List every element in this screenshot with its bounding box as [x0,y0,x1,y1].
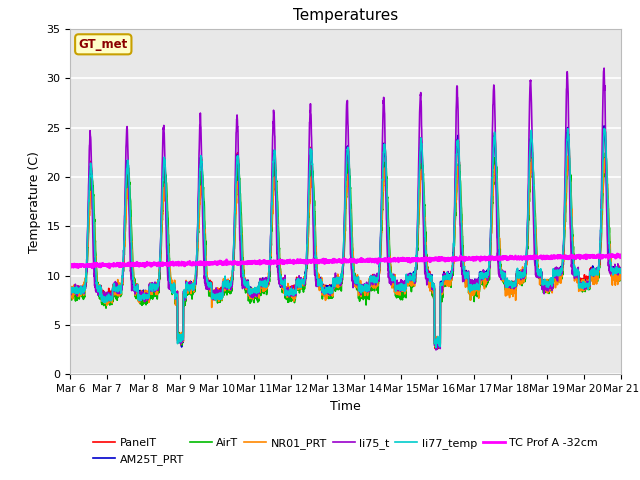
TC Prof A -32cm [162,261,170,266]
NR01_PRT [129,265,137,271]
li77_temp [278,279,285,285]
Legend: PanelT, AM25T_PRT, AirT, NR01_PRT, li75_t, li77_temp, TC Prof A -32cm: PanelT, AM25T_PRT, AirT, NR01_PRT, li75_… [89,433,602,469]
TC Prof A -32cm [301,258,309,264]
AM25T_PRT [600,123,608,129]
NR01_PRT [278,279,285,285]
PanelT [607,263,614,268]
li75_t [432,347,440,353]
AM25T_PRT [178,344,186,350]
TC Prof A -32cm [67,263,74,268]
li75_t [617,268,625,274]
X-axis label: Time: Time [330,400,361,413]
li77_temp [547,279,555,285]
AirT [435,345,443,351]
PanelT [129,280,137,286]
AirT [278,277,285,283]
NR01_PRT [67,285,74,291]
TC Prof A -32cm [614,251,621,257]
PanelT [67,287,74,292]
Line: PanelT: PanelT [70,128,621,349]
li75_t [600,65,608,71]
NR01_PRT [547,284,555,289]
li75_t [278,278,285,284]
TC Prof A -32cm [88,265,96,271]
PanelT [301,276,309,281]
li77_temp [129,275,137,281]
AirT [602,150,609,156]
li77_temp [301,275,309,281]
AirT [162,176,170,181]
NR01_PRT [435,344,442,350]
Line: AirT: AirT [70,153,621,348]
PanelT [434,346,442,352]
AM25T_PRT [278,278,285,284]
li77_temp [67,288,74,294]
NR01_PRT [607,253,614,259]
li75_t [547,281,555,287]
AM25T_PRT [67,291,74,297]
li77_temp [617,266,625,272]
AM25T_PRT [607,266,614,272]
li77_temp [600,126,608,132]
TC Prof A -32cm [547,256,555,262]
AirT [301,282,309,288]
TC Prof A -32cm [606,253,614,259]
li75_t [129,287,137,293]
PanelT [547,280,555,286]
li77_temp [607,261,614,267]
Title: Temperatures: Temperatures [293,9,398,24]
AM25T_PRT [129,285,137,290]
TC Prof A -32cm [129,261,137,266]
AirT [607,251,614,257]
AM25T_PRT [547,282,555,288]
TC Prof A -32cm [617,255,625,261]
li77_temp [162,177,170,182]
AirT [129,265,137,271]
NR01_PRT [162,191,170,196]
TC Prof A -32cm [278,260,285,265]
PanelT [617,268,625,274]
Text: GT_met: GT_met [79,38,128,51]
AirT [547,282,555,288]
AM25T_PRT [617,270,625,276]
Line: NR01_PRT: NR01_PRT [70,156,621,347]
AirT [67,296,74,301]
Line: AM25T_PRT: AM25T_PRT [70,126,621,347]
NR01_PRT [564,153,572,159]
Y-axis label: Temperature (C): Temperature (C) [28,151,41,252]
AM25T_PRT [301,275,309,280]
NR01_PRT [301,274,309,280]
Line: li77_temp: li77_temp [70,129,621,348]
Line: TC Prof A -32cm: TC Prof A -32cm [70,254,621,268]
Line: li75_t: li75_t [70,68,621,350]
PanelT [600,125,608,131]
li77_temp [432,345,440,350]
NR01_PRT [617,276,625,282]
li75_t [67,285,74,290]
li75_t [301,278,309,284]
PanelT [278,282,285,288]
AM25T_PRT [162,190,170,196]
li75_t [607,270,614,276]
PanelT [162,184,170,190]
AirT [617,270,625,276]
li75_t [162,208,170,214]
